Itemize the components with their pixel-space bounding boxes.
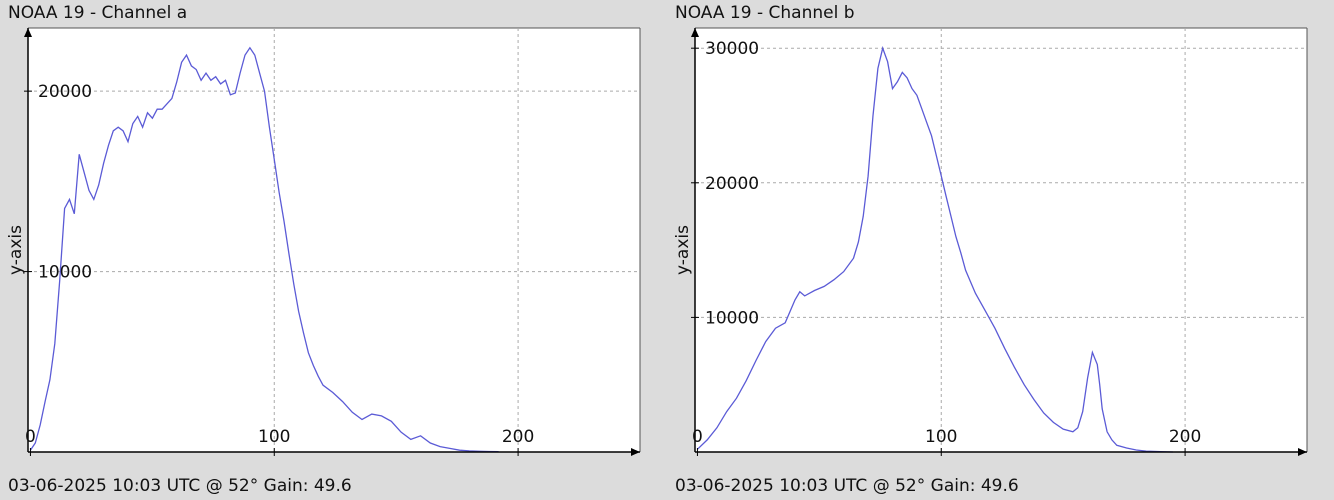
y-tick-label: 30000 bbox=[705, 39, 759, 59]
x-tick-label: 100 bbox=[258, 427, 290, 447]
y-tick-label: 20000 bbox=[38, 82, 92, 102]
line-chart-channel-b: 0 100 200 10000 20000 30000 y-axis bbox=[673, 27, 1308, 456]
chart-title: NOAA 19 - Channel a bbox=[8, 3, 188, 23]
y-tick-label: 20000 bbox=[705, 174, 759, 194]
plot-background bbox=[695, 28, 1307, 452]
series-line bbox=[29, 46, 499, 453]
plot-background bbox=[28, 28, 640, 452]
chart-title: NOAA 19 - Channel b bbox=[675, 3, 855, 23]
y-tick-label: 10000 bbox=[38, 263, 92, 283]
y-tick-label: 10000 bbox=[705, 308, 759, 328]
series-line bbox=[696, 45, 1173, 453]
x-tick-label: 0 bbox=[25, 427, 36, 447]
y-axis-arrow bbox=[24, 28, 32, 37]
x-tick-label: 100 bbox=[925, 427, 957, 447]
y-axis-title: y-axis bbox=[6, 225, 26, 275]
x-tick-label: 0 bbox=[692, 427, 703, 447]
y-axis-arrow bbox=[691, 28, 699, 37]
x-axis-arrow bbox=[631, 448, 640, 456]
chart-footer-timestamp: 03-06-2025 10:03 UTC @ 52° Gain: 49.6 bbox=[675, 476, 1019, 496]
x-tick-label: 200 bbox=[1169, 427, 1201, 447]
chart-footer-timestamp: 03-06-2025 10:03 UTC @ 52° Gain: 49.6 bbox=[8, 476, 352, 496]
x-axis-arrow bbox=[1298, 448, 1307, 456]
line-chart-channel-a: 0 100 200 10000 20000 y-axis bbox=[6, 27, 641, 456]
chart-panel-channel-b: NOAA 19 - Channel b 0 100 200 10000 20000 300… bbox=[667, 0, 1334, 500]
y-axis-title: y-axis bbox=[673, 225, 693, 275]
chart-panel-channel-a: NOAA 19 - Channel a 0 100 200 10000 20000 y-a… bbox=[6, 3, 641, 496]
x-tick-label: 200 bbox=[502, 427, 534, 447]
